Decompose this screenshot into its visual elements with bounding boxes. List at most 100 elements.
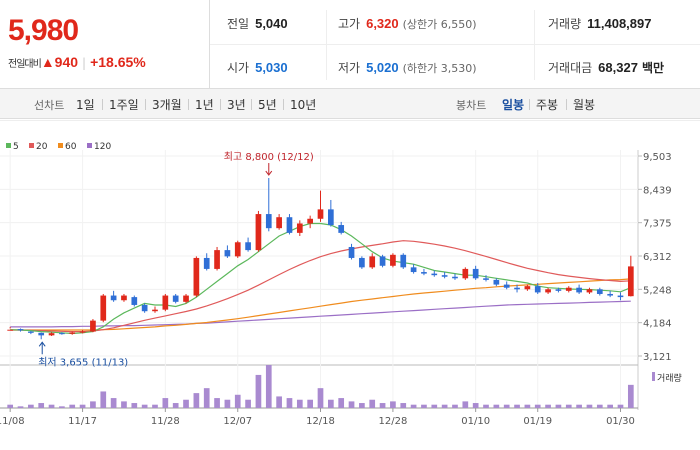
stat-label: 시가 bbox=[227, 61, 250, 75]
candle-body bbox=[555, 289, 562, 291]
candle-body bbox=[359, 257, 365, 268]
volume-bar bbox=[441, 404, 448, 408]
volume-bar bbox=[38, 403, 45, 408]
volume-bar bbox=[152, 404, 158, 408]
volume-bar bbox=[607, 404, 613, 408]
stats-row-divider bbox=[210, 44, 700, 45]
candle-body bbox=[110, 295, 117, 301]
volume-bar bbox=[307, 399, 314, 408]
low-arrow-head-icon bbox=[38, 341, 46, 347]
candle-body bbox=[462, 268, 469, 279]
candle-body bbox=[431, 273, 438, 276]
stat-prev-close: 전일 5,040 bbox=[227, 15, 288, 32]
x-tick-label: 01/10 bbox=[461, 416, 490, 427]
candle-weekly-button[interactable]: 주봉 bbox=[536, 98, 559, 112]
volume-bar bbox=[627, 384, 634, 408]
candle-body bbox=[296, 223, 303, 233]
volume-bar bbox=[421, 404, 427, 408]
volume-bar bbox=[565, 404, 572, 408]
candle-body bbox=[141, 304, 148, 312]
toolbar-separator bbox=[529, 99, 530, 110]
candle-body bbox=[452, 276, 458, 279]
volume-bar bbox=[431, 404, 438, 408]
stat-label: 거래량 bbox=[548, 17, 582, 31]
candle-body bbox=[503, 284, 510, 288]
ma20-line bbox=[10, 240, 631, 333]
period-3m-button[interactable]: 3개월 bbox=[152, 98, 182, 112]
current-price: 5,980 bbox=[8, 14, 79, 47]
volume-bar bbox=[276, 396, 282, 408]
stat-value: 6,320 bbox=[366, 16, 399, 31]
line-chart-label: 선차트 bbox=[34, 99, 65, 112]
toolbar-separator bbox=[188, 99, 189, 110]
stat-label: 저가 bbox=[338, 61, 361, 75]
candle-daily-button[interactable]: 일봉 bbox=[502, 98, 525, 112]
candle-body bbox=[7, 329, 14, 331]
candle-body bbox=[276, 217, 282, 229]
toolbar-separator bbox=[283, 99, 284, 110]
candle-body bbox=[493, 279, 500, 285]
candle-body bbox=[131, 297, 138, 305]
toolbar-separator bbox=[220, 99, 221, 110]
stat-volume: 거래량 11,408,897 bbox=[548, 15, 651, 32]
volume-bar bbox=[483, 404, 489, 408]
volume-bar bbox=[286, 398, 293, 408]
candle-body bbox=[565, 287, 572, 291]
high-arrow-head-icon bbox=[265, 170, 273, 176]
volume-bar bbox=[359, 403, 365, 408]
candle-chart-label: 봉차트 bbox=[456, 99, 487, 112]
stat-value: 68,327 bbox=[598, 60, 638, 75]
volume-bar bbox=[452, 404, 458, 408]
y-tick-label: 6,312 bbox=[643, 252, 672, 263]
stock-chart-svg: 5 20 60 120 9,503 8,439 7,375 6,312 5,248 4,184 3,… bbox=[0, 119, 700, 427]
candle-body bbox=[245, 242, 251, 251]
volume-bar bbox=[265, 365, 272, 408]
candle-body bbox=[234, 242, 241, 257]
candle-body bbox=[576, 287, 582, 293]
candle-body bbox=[617, 295, 624, 298]
x-tick-label: 12/28 bbox=[378, 416, 407, 427]
toolbar-separator bbox=[145, 99, 146, 110]
stat-label: 전일 bbox=[227, 17, 250, 31]
volume-bar bbox=[348, 401, 355, 408]
price-change-row: 전일대비▲940 | +18.65% bbox=[8, 54, 146, 70]
stat-label: 거래대금 bbox=[548, 61, 593, 75]
x-tick-label: 11/17 bbox=[68, 416, 97, 427]
period-1w-button[interactable]: 1주일 bbox=[109, 98, 139, 112]
candle-body bbox=[286, 217, 293, 233]
period-5y-button[interactable]: 5년 bbox=[258, 98, 277, 112]
candle-body bbox=[224, 250, 231, 257]
x-tick-label: 12/18 bbox=[306, 416, 335, 427]
volume-bar bbox=[617, 404, 624, 408]
period-1d-button[interactable]: 1일 bbox=[76, 98, 95, 112]
period-10y-button[interactable]: 10년 bbox=[290, 98, 317, 112]
volume-bar bbox=[369, 399, 376, 408]
candle-body bbox=[28, 331, 34, 333]
volume-bar bbox=[534, 404, 541, 408]
candle-body bbox=[48, 333, 55, 336]
volume-bar bbox=[586, 404, 593, 408]
candle-body bbox=[338, 225, 345, 233]
stat-value: 11,408,897 bbox=[587, 16, 652, 31]
volume-bar bbox=[59, 406, 65, 408]
period-1y-button[interactable]: 1년 bbox=[195, 98, 214, 112]
candle-body bbox=[265, 214, 272, 229]
y-tick-label: 5,248 bbox=[643, 285, 672, 296]
candle-body bbox=[152, 309, 158, 312]
volume-bar bbox=[214, 398, 220, 408]
volume-bar bbox=[17, 406, 24, 408]
volume-bar bbox=[100, 391, 107, 408]
volume-bar bbox=[555, 404, 562, 408]
candle-body bbox=[607, 293, 613, 296]
volume-bar bbox=[79, 404, 86, 408]
candle-monthly-button[interactable]: 월봉 bbox=[573, 98, 596, 112]
change-percent: +18.65% bbox=[90, 54, 146, 70]
candle-body bbox=[183, 295, 189, 302]
candle-body bbox=[410, 267, 417, 273]
x-tick-label: 01/19 bbox=[523, 416, 552, 427]
y-tick-label: 9,503 bbox=[643, 152, 672, 163]
legend-swatch-2 bbox=[58, 143, 63, 148]
stock-chart: 5 20 60 120 9,503 8,439 7,375 6,312 5,248 4,184 3,… bbox=[0, 119, 700, 450]
period-3y-button[interactable]: 3년 bbox=[227, 98, 246, 112]
candle-body bbox=[400, 254, 407, 268]
